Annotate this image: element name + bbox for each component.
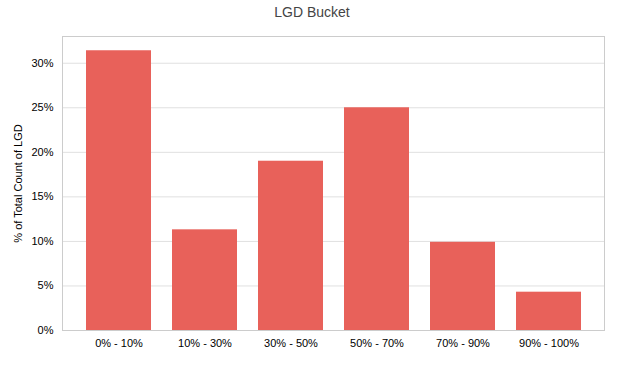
svg-text:50% - 70%: 50% - 70% <box>350 337 404 349</box>
svg-text:30%: 30% <box>31 57 53 69</box>
svg-text:10% - 30%: 10% - 30% <box>178 337 232 349</box>
svg-text:0% - 10%: 0% - 10% <box>95 337 143 349</box>
svg-text:25%: 25% <box>31 101 53 113</box>
svg-text:5%: 5% <box>38 279 54 291</box>
svg-text:30% - 50%: 30% - 50% <box>264 337 318 349</box>
svg-text:15%: 15% <box>31 190 53 202</box>
svg-text:20%: 20% <box>31 146 53 158</box>
svg-text:10%: 10% <box>31 235 53 247</box>
svg-text:% of Total Count of LGD: % of Total Count of LGD <box>12 124 24 242</box>
svg-text:70% - 90%: 70% - 90% <box>436 337 490 349</box>
html-text:LGD Bucket: LGD Bucket <box>274 4 350 20</box>
svg-text:0%: 0% <box>38 324 54 336</box>
svg-text:90% - 100%: 90% - 100% <box>519 337 579 349</box>
